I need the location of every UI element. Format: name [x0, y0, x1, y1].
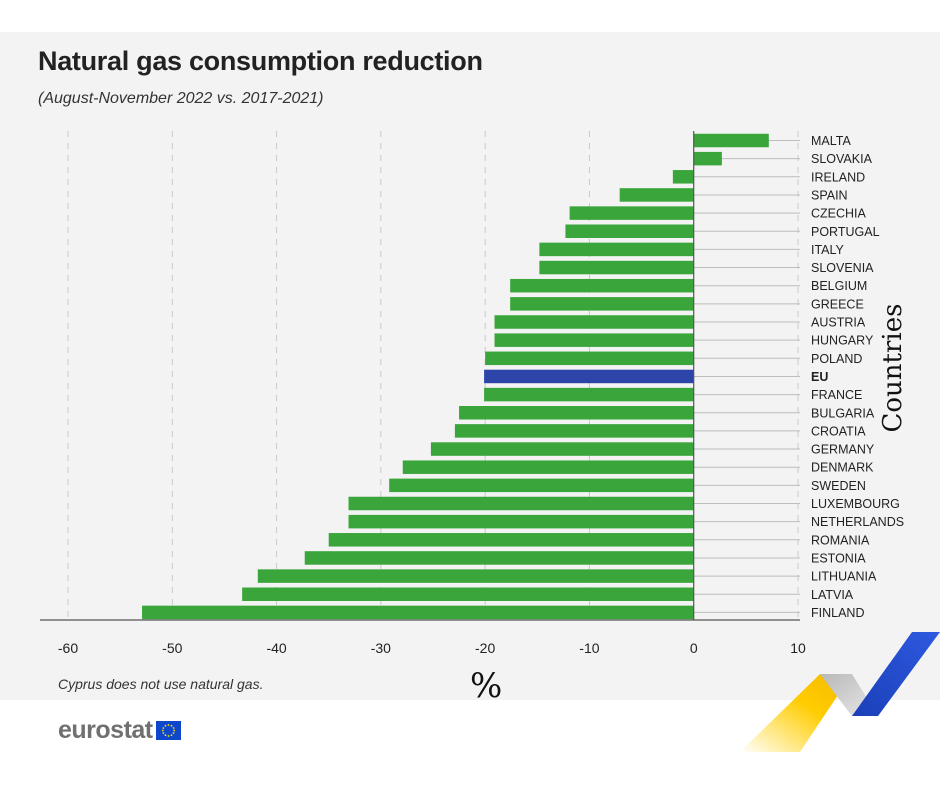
- bar-austria: [494, 315, 694, 329]
- bar-latvia: [242, 587, 694, 601]
- category-label: GREECE: [811, 297, 864, 311]
- x-tick-label: 10: [790, 640, 806, 656]
- bar-eu: [484, 369, 694, 384]
- x-tick-label: -40: [266, 640, 286, 656]
- bar-netherlands: [348, 514, 694, 529]
- x-axis-label: %: [470, 666, 503, 706]
- bar-sweden: [389, 478, 694, 493]
- x-tick-label: -30: [371, 640, 391, 656]
- bar-ireland: [672, 170, 694, 184]
- bar-slovenia: [539, 260, 694, 275]
- category-label: FRANCE: [811, 388, 862, 402]
- category-label: PORTUGAL: [811, 225, 880, 239]
- category-label: IRELAND: [811, 170, 865, 184]
- eurostat-logo: eurostat: [58, 716, 181, 745]
- category-label: LATVIA: [811, 588, 854, 602]
- bar-slovakia: [693, 151, 722, 166]
- category-label: DENMARK: [811, 461, 874, 475]
- category-label: BULGARIA: [811, 406, 875, 420]
- category-label: SWEDEN: [811, 479, 866, 493]
- x-tick-label: -10: [579, 640, 599, 656]
- category-label: FINLAND: [811, 606, 864, 620]
- bar-romania: [328, 533, 694, 547]
- category-label: POLAND: [811, 352, 862, 366]
- category-label: SLOVAKIA: [811, 152, 873, 166]
- bar-czechia: [569, 206, 694, 220]
- bar-malta: [693, 133, 769, 148]
- category-label: GERMANY: [811, 443, 875, 457]
- category-label: SPAIN: [811, 188, 848, 202]
- bar-italy: [539, 242, 694, 257]
- footnote: Cyprus does not use natural gas.: [58, 676, 264, 692]
- category-label: ESTONIA: [811, 551, 866, 565]
- category-label: CZECHIA: [811, 207, 867, 221]
- bar-hungary: [494, 333, 694, 347]
- bar-portugal: [565, 224, 694, 238]
- category-label: SLOVENIA: [811, 261, 874, 275]
- x-tick-label: 0: [690, 640, 698, 656]
- bar-bulgaria: [459, 406, 694, 420]
- category-label: EU: [811, 370, 828, 384]
- bar-spain: [619, 188, 694, 202]
- category-label: MALTA: [811, 134, 851, 148]
- category-label: LITHUANIA: [811, 570, 877, 584]
- bar-belgium: [510, 278, 694, 293]
- bar-croatia: [454, 424, 694, 438]
- chart-title: Natural gas consumption reduction: [38, 46, 483, 76]
- category-label: AUSTRIA: [811, 316, 866, 330]
- chart-subtitle: (August-November 2022 vs. 2017-2021): [38, 90, 324, 107]
- category-label: LUXEMBOURG: [811, 497, 900, 511]
- eu-flag-icon: [155, 721, 181, 740]
- x-tick-label: -50: [162, 640, 182, 656]
- category-label: NETHERLANDS: [811, 515, 904, 529]
- bar-lithuania: [257, 569, 694, 583]
- x-tick-label: -60: [58, 640, 78, 656]
- bar-greece: [510, 297, 694, 311]
- x-tick-label: -20: [475, 640, 495, 656]
- bar-poland: [485, 351, 694, 366]
- category-label: CROATIA: [811, 424, 866, 438]
- bar-estonia: [304, 551, 694, 565]
- category-label: ITALY: [811, 243, 845, 257]
- category-label: BELGIUM: [811, 279, 867, 293]
- bar-france: [484, 387, 694, 402]
- bar-luxembourg: [348, 496, 694, 511]
- category-label: HUNGARY: [811, 334, 874, 348]
- logo-wordmark: eurostat: [58, 716, 153, 744]
- bar-denmark: [402, 460, 694, 474]
- bar-finland: [142, 605, 694, 620]
- category-label: ROMANIA: [811, 533, 870, 547]
- bar-germany: [430, 442, 694, 456]
